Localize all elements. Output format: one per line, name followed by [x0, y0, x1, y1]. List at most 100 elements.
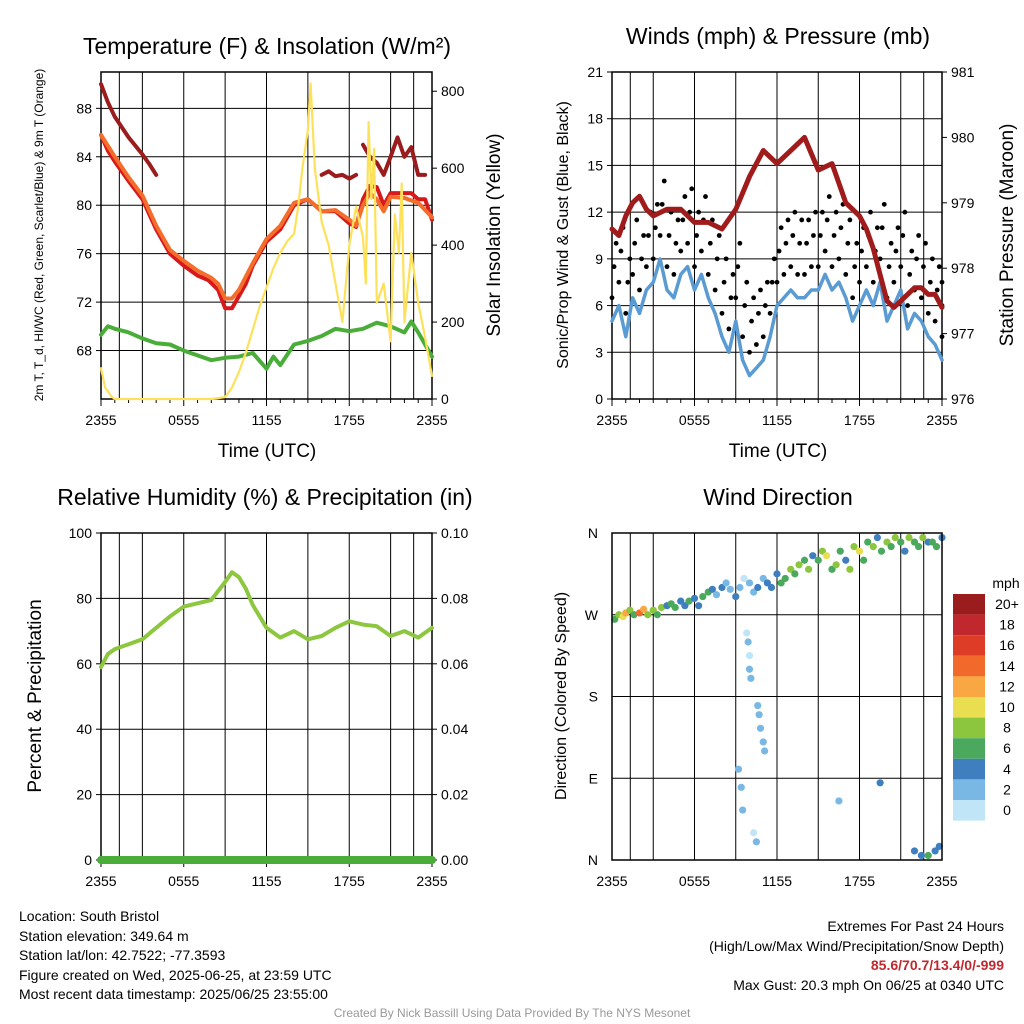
wdir-point — [887, 543, 895, 551]
wdir-point — [800, 556, 809, 564]
winds-gust-point — [792, 209, 798, 215]
winds-gust-point — [694, 233, 699, 238]
wdir-point — [822, 552, 831, 560]
rh-ytick-label: 80 — [76, 590, 92, 606]
winds-gust-point — [753, 342, 759, 347]
winds-gust-point — [659, 201, 665, 207]
winds-gust-point — [664, 264, 670, 270]
wdir-point — [630, 611, 638, 619]
rh-y2tick-label: 0.00 — [441, 852, 468, 868]
winds-gust-point — [939, 279, 945, 285]
winds-sonic-line — [610, 257, 944, 378]
winds-xtick-label: 0555 — [679, 412, 710, 428]
winds-gust-point — [714, 256, 720, 262]
wdir-point — [860, 556, 868, 564]
wdir-point — [932, 543, 941, 551]
winds-gust-point — [804, 240, 809, 246]
winds-gust-point — [609, 295, 615, 301]
winds-gust-point — [905, 303, 911, 308]
wdir-point — [752, 838, 760, 846]
temp-frame — [100, 71, 433, 400]
colorbar-label: 12 — [999, 678, 1015, 694]
temp-xtick-label: 1155 — [251, 412, 281, 428]
wdir-point — [781, 574, 789, 583]
colorbar-label: 6 — [1003, 740, 1011, 756]
temp-title: Temperature (F) & Insolation (W/m²) — [83, 33, 451, 59]
extremes-subtitle: (High/Low/Max Wind/Precipitation/Snow De… — [709, 937, 1004, 954]
winds-gust-point — [859, 248, 864, 254]
winds-gust-point — [833, 209, 839, 215]
location-text: Location: South Bristol — [19, 908, 160, 924]
wdir-point — [740, 574, 748, 583]
winds-gust-point — [623, 310, 629, 316]
wdir-point — [877, 547, 886, 555]
rh-xtick-label: 2355 — [85, 873, 116, 889]
wdir-point — [640, 605, 648, 613]
wdir-point — [905, 533, 913, 542]
wdir-point — [671, 603, 679, 612]
winds-gust-point — [831, 233, 837, 238]
winds-gust-point — [888, 240, 894, 246]
winds-gust-point — [737, 240, 743, 246]
wdir-point — [846, 565, 854, 573]
rh-y2tick-label: 0.10 — [441, 525, 468, 541]
winds-gust-point — [808, 264, 814, 270]
wdir-point — [891, 533, 899, 542]
wdir-point — [842, 556, 850, 564]
temp-xlabel: Time (UTC) — [218, 441, 317, 462]
wdir-point — [910, 847, 919, 855]
winds-gust-point — [742, 303, 748, 308]
winds-gust-point — [877, 256, 883, 262]
rh-y2tick-label: 0.02 — [441, 787, 468, 803]
wdir-point — [644, 611, 652, 619]
wdir-point — [915, 543, 923, 551]
winds-ylabel: Sonic/Prop Wind & Gust (Blue, Black) — [555, 101, 572, 369]
winds-gust-point — [934, 287, 940, 293]
colorbar-label: 20+ — [995, 596, 1019, 612]
winds-ytick-label: 12 — [587, 204, 603, 220]
winds-ytick-label: 0 — [595, 391, 603, 407]
extremes-panel: Extremes For Past 24 Hours (High/Low/Max… — [709, 917, 1004, 995]
wdir-point — [924, 851, 932, 860]
winds-gust-point — [661, 178, 667, 184]
wdir-point — [722, 579, 730, 587]
colorbar-title: mph — [992, 575, 1019, 591]
colorbar-label: 2 — [1003, 781, 1011, 797]
winds-gust-point — [847, 217, 853, 223]
winds-y2tick-label: 976 — [951, 391, 975, 407]
colorbar-swatch — [953, 614, 985, 636]
winds-gust-point — [637, 287, 642, 293]
winds-gust-point — [850, 295, 856, 301]
temp-ylabel: 2m T, T_d, HI/WC (Red, Green, Scarlet/Bl… — [32, 69, 46, 402]
wdir-point — [745, 665, 754, 673]
winds-gust-point — [868, 209, 873, 215]
winds-y2tick-label: 980 — [951, 129, 975, 145]
rh-humidity-line — [99, 570, 434, 670]
colorbar-swatch — [953, 635, 985, 656]
winds-gust-point — [891, 279, 897, 285]
winds-gust-point — [852, 264, 858, 270]
winds-gust-point — [843, 272, 849, 277]
colorbar-swatch — [953, 655, 985, 677]
winds-gust-point — [881, 201, 887, 207]
extremes-values: 85.6/70.7/13.4/0/-999 — [870, 957, 1004, 973]
wdir-xtick-label: 0555 — [679, 873, 710, 889]
rh-xtick-label: 2355 — [416, 873, 447, 889]
winds-gust-point — [932, 318, 938, 324]
winds-gust-point — [689, 186, 695, 192]
rh-ytick-label: 0 — [84, 852, 92, 868]
colorbar-label: 4 — [1003, 761, 1011, 777]
winds-gust-point — [824, 217, 830, 223]
winds-gust-point — [764, 279, 770, 285]
station-info: Location: South Bristol Station elevatio… — [19, 907, 332, 1005]
winds-gust-point — [845, 240, 851, 246]
wdir-point — [690, 594, 699, 603]
wdir-point — [699, 592, 707, 601]
winds-gust-point — [785, 217, 791, 223]
wdir-point — [873, 533, 881, 542]
winds-gust-point — [618, 248, 624, 254]
wdir-point — [773, 570, 781, 578]
wdir-point — [737, 783, 745, 791]
wdir-point — [869, 543, 877, 551]
colorbar-label: 0 — [1003, 802, 1011, 818]
